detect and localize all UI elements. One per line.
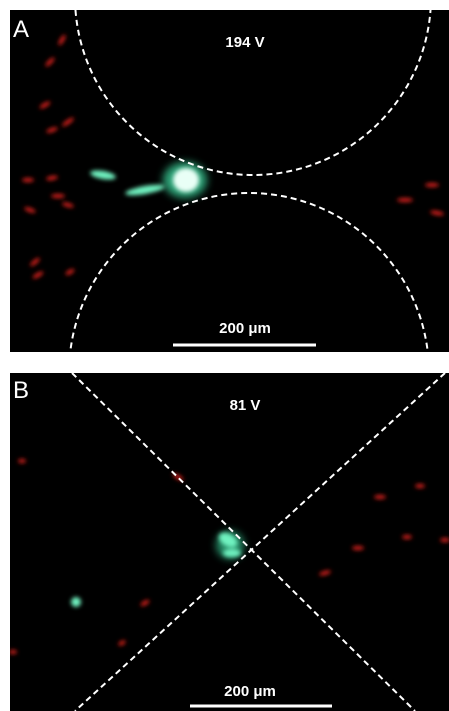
electrode-outline: [71, 373, 416, 711]
scale-bar-label: 200 μm: [219, 320, 271, 337]
panel-label: A: [13, 16, 29, 43]
panel-b: B 81 V 200 μm: [10, 373, 449, 711]
scale-bar-label: 200 μm: [224, 683, 276, 700]
particles: [10, 373, 449, 711]
panel-label: B: [13, 377, 29, 404]
voltage-label: 81 V: [230, 397, 261, 414]
electrode-outline: [74, 373, 446, 711]
voltage-label: 194 V: [225, 34, 264, 51]
panel-a: A 194 V 200 μm: [10, 10, 449, 352]
particles: [22, 10, 444, 352]
panel-background: [10, 10, 449, 352]
